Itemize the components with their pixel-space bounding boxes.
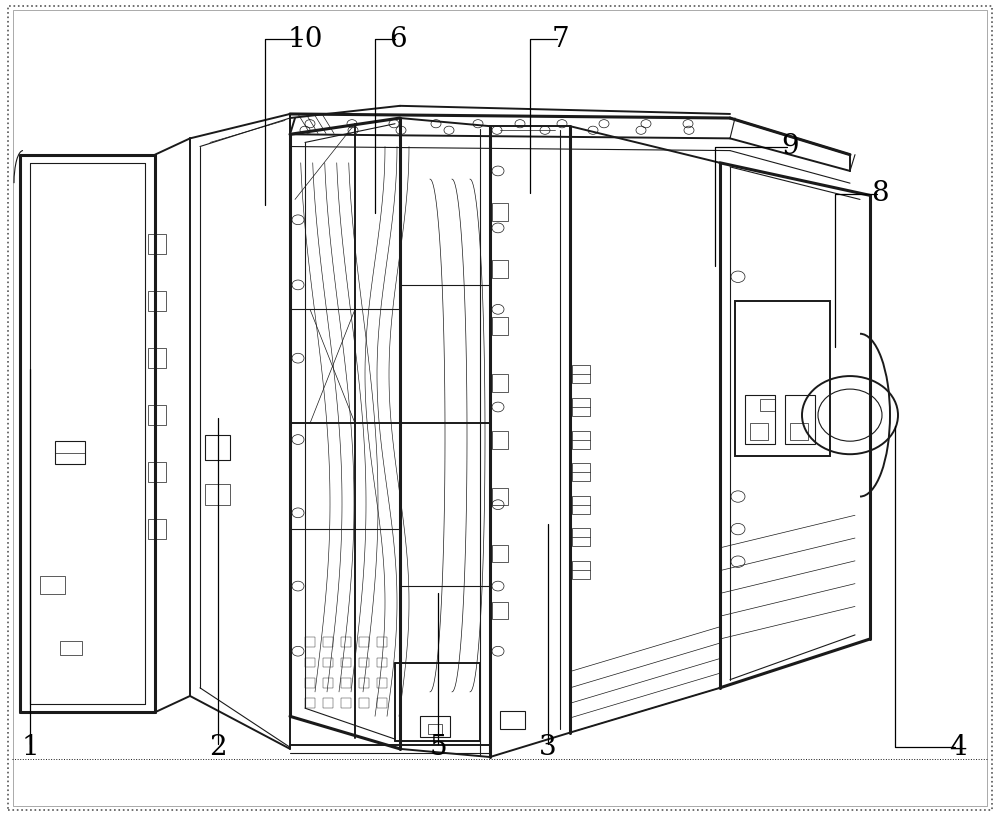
Bar [572, 496, 590, 514]
Bar [323, 698, 333, 708]
Bar [492, 431, 508, 449]
Text: 2: 2 [209, 733, 227, 761]
Bar [790, 423, 808, 440]
Bar [745, 395, 775, 444]
Bar [750, 423, 768, 440]
Bar [40, 576, 65, 594]
Bar [572, 528, 590, 546]
Bar [492, 317, 508, 335]
Bar [341, 698, 351, 708]
Bar [305, 658, 315, 667]
Bar [148, 234, 166, 254]
Bar [341, 658, 351, 667]
Text: 5: 5 [429, 733, 447, 761]
Bar [492, 203, 508, 221]
Bar [205, 484, 230, 505]
Bar [305, 678, 315, 688]
Bar [760, 399, 775, 411]
Bar [205, 435, 230, 460]
Bar [323, 658, 333, 667]
Bar [359, 678, 369, 688]
Text: 3: 3 [539, 733, 557, 761]
Bar [572, 398, 590, 416]
Bar [492, 488, 508, 505]
Text: 9: 9 [781, 133, 799, 160]
Bar [323, 678, 333, 688]
Bar [492, 374, 508, 392]
Bar [492, 602, 508, 619]
Bar [359, 637, 369, 647]
Bar [55, 441, 85, 464]
Text: 8: 8 [871, 180, 889, 208]
Bar [341, 637, 351, 647]
Bar [572, 561, 590, 579]
Bar [492, 260, 508, 278]
Bar [572, 365, 590, 383]
Text: 6: 6 [389, 25, 407, 53]
Text: 4: 4 [949, 733, 967, 761]
Bar [572, 431, 590, 449]
Bar [428, 724, 442, 734]
Bar [148, 462, 166, 482]
Bar [148, 291, 166, 311]
Text: 1: 1 [21, 733, 39, 761]
Bar [341, 678, 351, 688]
Bar [500, 711, 525, 729]
Text: 7: 7 [551, 25, 569, 53]
Bar [60, 641, 82, 655]
Bar [359, 658, 369, 667]
Bar [148, 348, 166, 368]
Bar [148, 405, 166, 425]
Bar [305, 698, 315, 708]
Bar [377, 637, 387, 647]
Bar [305, 637, 315, 647]
Bar [377, 658, 387, 667]
Bar [377, 678, 387, 688]
Text: 10: 10 [287, 25, 323, 53]
Bar [420, 716, 450, 737]
Bar [492, 545, 508, 562]
Bar [148, 519, 166, 539]
Bar [735, 301, 830, 456]
Bar [323, 637, 333, 647]
Bar [572, 463, 590, 481]
Bar [377, 698, 387, 708]
Bar [785, 395, 815, 444]
Bar [359, 698, 369, 708]
